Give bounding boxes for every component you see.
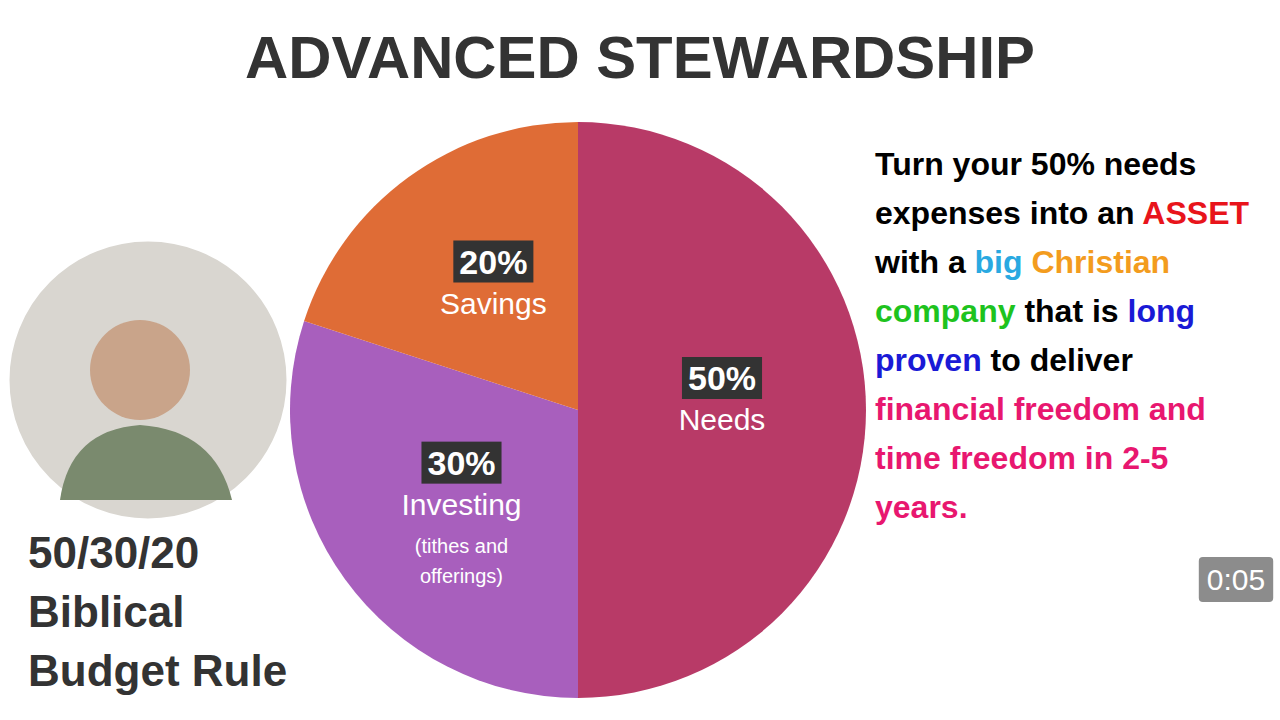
callout-run: with a [874, 244, 975, 280]
callout-run: to deliver [982, 342, 1133, 378]
callout-line: expenses into an ASSET [875, 195, 1249, 231]
timestamp-text: 0:05 [1207, 563, 1265, 596]
photo-frame [8, 240, 288, 520]
value-label: 30% [427, 444, 495, 482]
chart: ADVANCED STEWARDSHIP 50% Needs 30% Investing… [0, 0, 1280, 720]
category-label: Needs [679, 403, 766, 436]
slice-label: 50% Needs [679, 357, 766, 436]
label-box [421, 442, 501, 484]
label-box [682, 357, 762, 399]
callout-run: proven [875, 342, 982, 378]
value-label: 20% [459, 243, 527, 281]
callout-run: time freedom in 2-5 [875, 440, 1168, 476]
slice-label: 20% Savings [440, 241, 547, 320]
callout-run: expenses into an [875, 195, 1142, 231]
callout-run: Christian [1023, 244, 1171, 280]
category-label: Savings [440, 287, 547, 320]
callout-run: ASSET [1142, 195, 1249, 231]
callout-line: financial freedom and [875, 391, 1206, 427]
callout-line: years. [875, 489, 968, 525]
photo-body [60, 425, 232, 500]
callout-line: proven to deliver [875, 342, 1133, 378]
subtitle-line: Budget Rule [28, 646, 287, 695]
callout-run: that is [1015, 293, 1127, 329]
callout-run: Turn your 50% needs [875, 146, 1196, 182]
timestamp: 0:05 [1199, 557, 1273, 602]
callout-line: Turn your 50% needs [875, 146, 1196, 182]
callout-run: years. [875, 489, 968, 525]
slice-label: 30% Investing (tithes andofferings) [401, 442, 521, 587]
subtitle: 50/30/20 Biblical Budget Rule [28, 528, 287, 695]
subtitle-line: Biblical [28, 587, 185, 636]
category-label: Investing [401, 488, 521, 521]
photo-head [90, 320, 190, 420]
callout-run: company [875, 293, 1016, 329]
callout-line: time freedom in 2-5 [875, 440, 1168, 476]
callout-run: big [975, 244, 1023, 280]
label-box [453, 241, 533, 283]
callout-run: financial freedom and [875, 391, 1206, 427]
pie [290, 122, 866, 698]
callout: Turn your 50% needs expenses into an ASSE… [874, 146, 1249, 525]
slice-labels: 50% Needs 30% Investing (tithes andofferings… [401, 241, 765, 587]
value-label: 50% [688, 359, 756, 397]
callout-run: long [1128, 293, 1196, 329]
slice [578, 122, 866, 698]
slice [304, 122, 578, 410]
category-note: (tithes andofferings) [415, 535, 508, 587]
callout-line: company that is long [875, 293, 1195, 329]
subtitle-line: 50/30/20 [28, 528, 199, 577]
timestamp-box [1199, 557, 1273, 602]
callout-line: with a big Christian [874, 244, 1170, 280]
title: ADVANCED STEWARDSHIP [245, 24, 1035, 91]
